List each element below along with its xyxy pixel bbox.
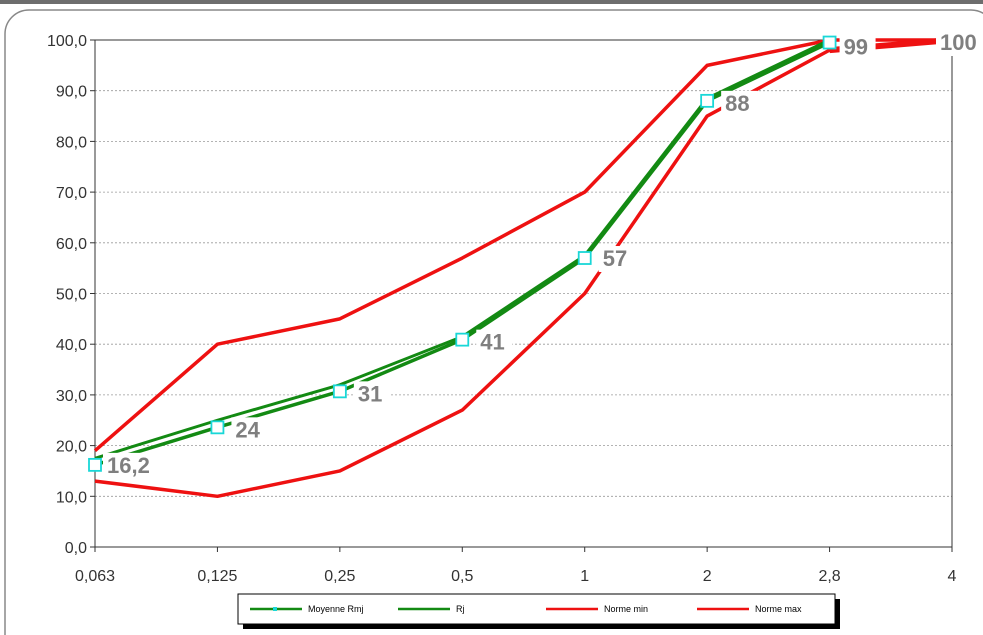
y-tick-label: 50,0 (56, 287, 87, 304)
legend-marker (273, 607, 277, 611)
data-label: 31 (358, 381, 382, 406)
chart-frame (4, 9, 983, 635)
data-label-bg (231, 417, 268, 444)
data-point-marker (577, 251, 592, 265)
data-point-marker (822, 35, 837, 50)
data-label-bg (598, 246, 635, 273)
legend-label: Rj (456, 604, 465, 614)
y-tick-label: 100,0 (47, 33, 87, 50)
legend-label: Moyenne Rmj (308, 604, 364, 614)
data-label: 100 (940, 30, 977, 55)
data-point-marker (88, 457, 102, 472)
series-line (93, 38, 952, 452)
x-tick-label: 2 (703, 568, 712, 585)
y-tick-label: 40,0 (56, 337, 87, 354)
y-tick-label: 30,0 (56, 388, 87, 405)
y-tick-label: 60,0 (56, 236, 87, 253)
y-tick-label: 10,0 (56, 489, 87, 506)
data-label: 88 (725, 91, 749, 116)
data-label-bg (103, 452, 165, 479)
data-label-bg (353, 381, 390, 408)
data-label-bg (476, 329, 513, 356)
data-label: 57 (603, 246, 627, 271)
data-label: 24 (235, 417, 260, 442)
legend: Moyenne Rmj Rj Norme min Norme max (237, 593, 840, 629)
data-point-marker (210, 420, 225, 435)
series-layer (88, 35, 953, 499)
data-point-marker (700, 93, 715, 108)
x-tick-label: 0,25 (324, 568, 355, 585)
top-border (0, 0, 983, 4)
data-label-bg (839, 34, 876, 61)
tick-layer: 0,0 10,0 20,0 30,0 40,0 50,0 60,0 70,0 80,0 90,0 1… (47, 33, 957, 585)
data-label: 99 (844, 35, 868, 60)
data-label-bg (721, 90, 758, 117)
x-tick-label: 0,125 (197, 568, 237, 585)
legend-label: Norme min (604, 604, 648, 614)
x-tick-label: 0,063 (75, 568, 115, 585)
data-point-marker (332, 384, 347, 399)
legend-label: Norme max (755, 604, 802, 614)
x-tick-label: 1 (580, 568, 589, 585)
y-tick-label: 70,0 (56, 185, 87, 202)
y-tick-label: 0,0 (65, 540, 87, 557)
series-line (94, 38, 953, 499)
x-tick-label: 0,5 (451, 568, 473, 585)
data-label-bg (936, 30, 983, 56)
data-point-marker (455, 332, 470, 347)
data-label: 41 (480, 330, 504, 355)
y-tick-label: 20,0 (56, 439, 87, 456)
y-tick-label: 80,0 (56, 134, 87, 151)
y-tick-label: 90,0 (56, 84, 87, 101)
x-tick-label: 2,8 (818, 568, 840, 585)
data-label-layer: 16,2 24 31 41 57 88 99 100 (103, 30, 983, 479)
x-tick-label: 4 (948, 568, 957, 585)
data-label: 16,2 (107, 453, 150, 478)
grid-layer (95, 90, 952, 497)
